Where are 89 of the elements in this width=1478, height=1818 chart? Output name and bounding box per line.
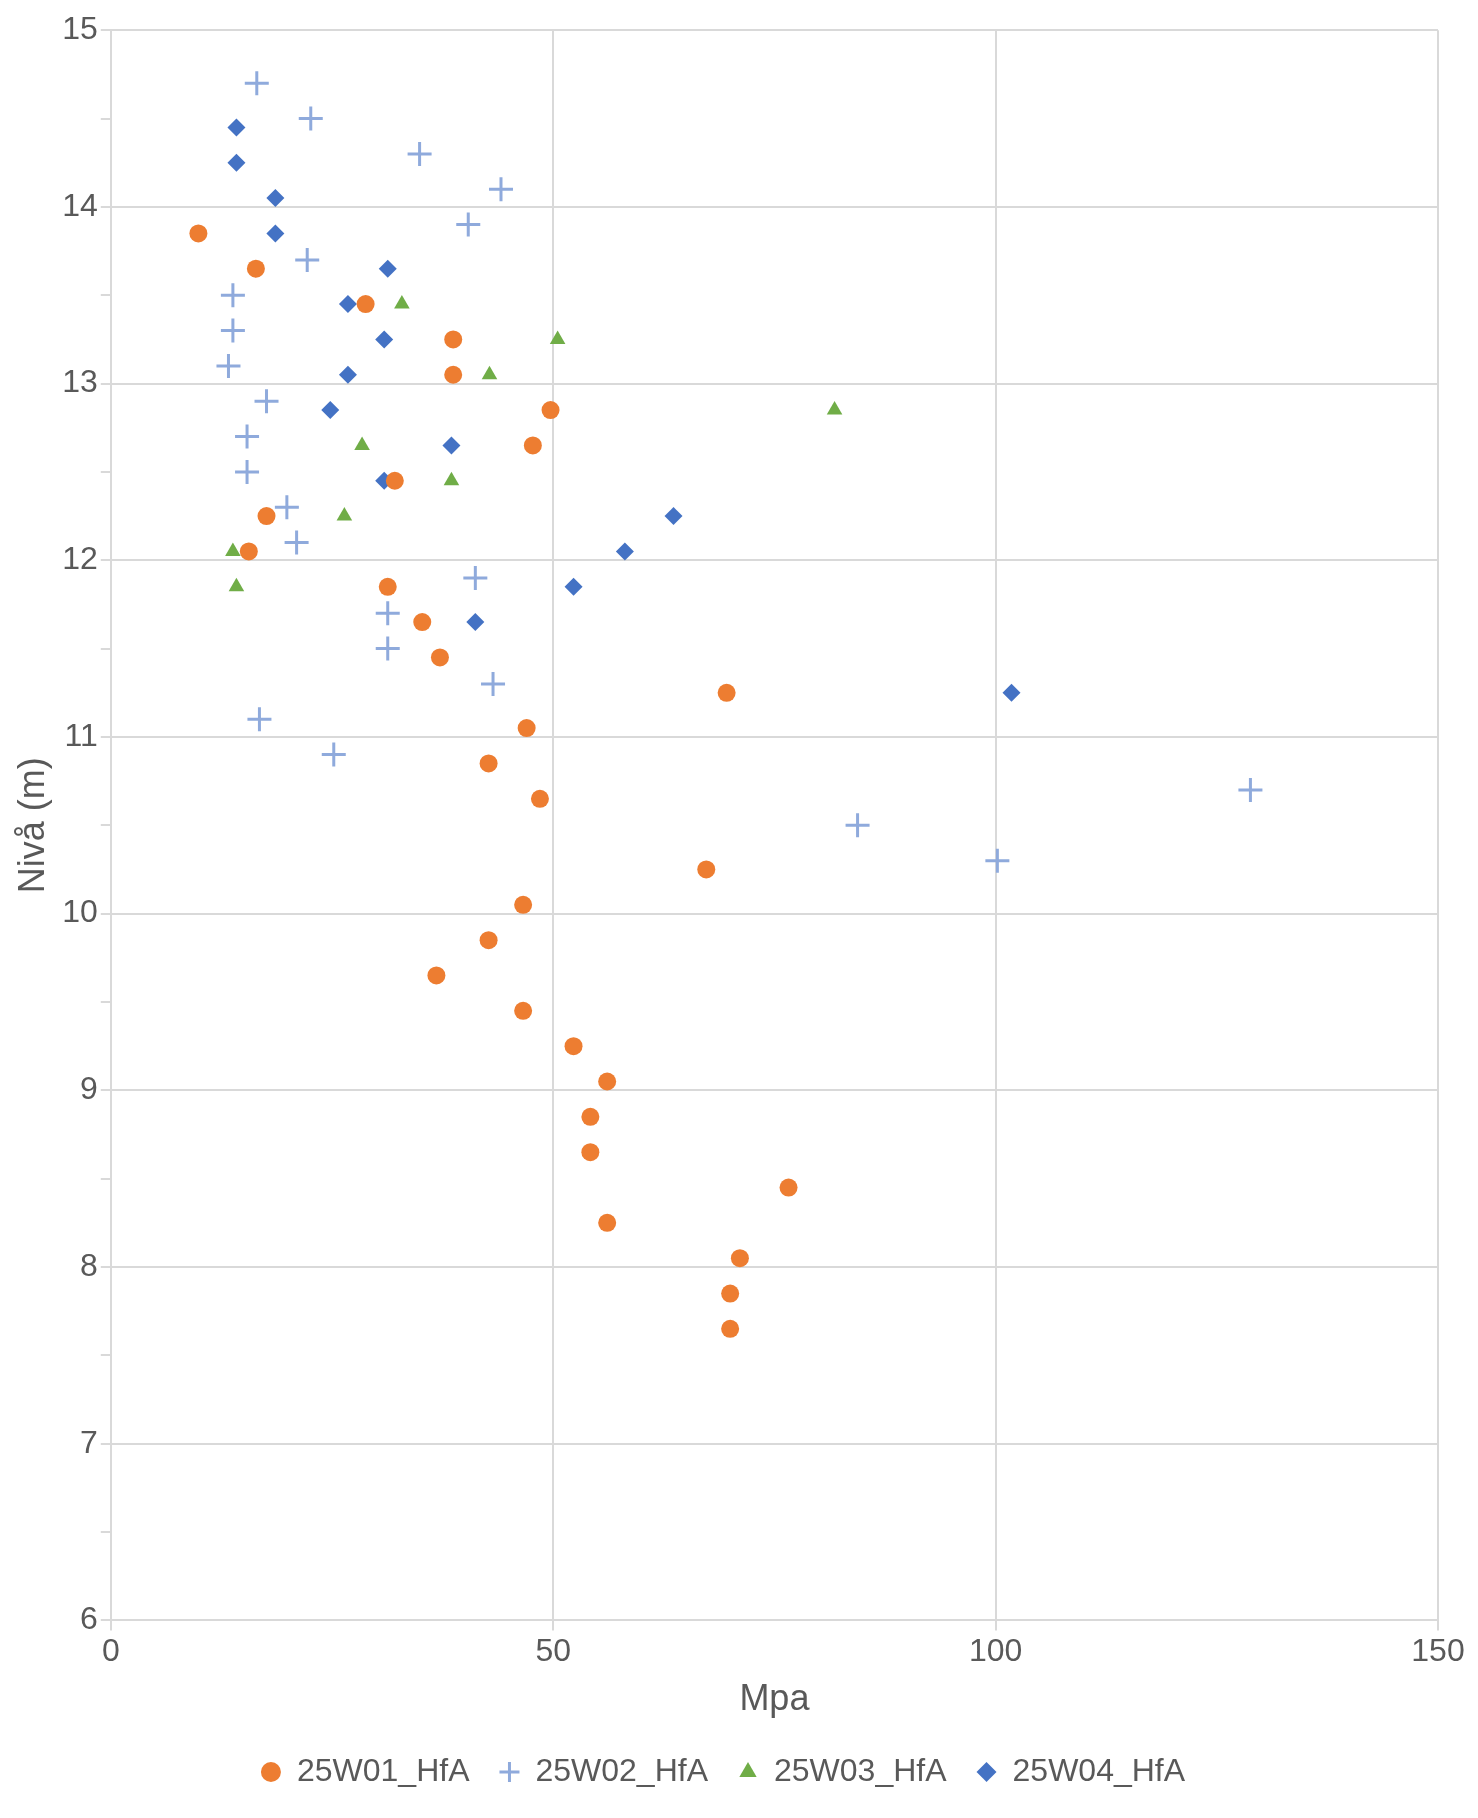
- point: [298, 106, 323, 131]
- point: [530, 789, 549, 808]
- point: [235, 459, 260, 484]
- point: [697, 860, 716, 879]
- point: [615, 542, 634, 561]
- point: [444, 330, 463, 349]
- point: [227, 153, 246, 172]
- point: [378, 259, 397, 278]
- point: [216, 353, 241, 378]
- point: [479, 754, 498, 773]
- x-tick-label: 150: [1411, 1632, 1465, 1669]
- point: [581, 1107, 600, 1126]
- point: [466, 613, 485, 632]
- point: [564, 577, 583, 596]
- point: [266, 224, 285, 243]
- point: [378, 577, 397, 596]
- point: [456, 212, 481, 237]
- y-tick-label: 13: [62, 363, 98, 400]
- point: [338, 295, 357, 314]
- legend-label: 25W02_HfA: [535, 1751, 709, 1788]
- point: [463, 565, 488, 590]
- y-tick-label: 10: [62, 893, 98, 930]
- point: [246, 259, 265, 278]
- point: [541, 401, 560, 420]
- point: [220, 283, 245, 308]
- legend-label: 25W04_HfA: [1012, 1751, 1186, 1788]
- x-axis-title: Mpa: [739, 1677, 811, 1719]
- point: [1238, 777, 1263, 802]
- point: [430, 648, 449, 667]
- legend-label: 25W01_HfA: [296, 1751, 471, 1788]
- point: [985, 848, 1010, 873]
- point: [413, 613, 432, 632]
- point: [564, 1037, 583, 1056]
- x-tick-label: 0: [101, 1632, 120, 1669]
- point: [385, 471, 404, 490]
- point: [664, 507, 683, 526]
- point: [274, 495, 299, 520]
- point: [517, 719, 536, 738]
- point: [227, 118, 246, 137]
- point: [295, 247, 320, 272]
- point: [598, 1213, 617, 1232]
- point: [514, 1001, 533, 1020]
- point: [266, 189, 285, 208]
- point: [220, 318, 245, 343]
- point: [514, 895, 533, 914]
- x-tick-label: 50: [535, 1632, 571, 1669]
- point: [235, 424, 260, 449]
- point: [284, 530, 309, 555]
- point: [407, 141, 432, 166]
- y-tick-label: 8: [80, 1246, 98, 1283]
- point: [375, 636, 400, 661]
- point: [779, 1178, 798, 1197]
- y-tick-label: 9: [80, 1070, 98, 1107]
- point: [721, 1319, 740, 1338]
- y-tick-label: 6: [80, 1600, 98, 1637]
- point: [321, 742, 346, 767]
- point: [254, 389, 279, 414]
- y-tick-label: 12: [62, 540, 98, 577]
- point: [488, 177, 513, 202]
- y-tick-label: 7: [80, 1423, 98, 1460]
- point: [523, 436, 542, 455]
- point: [479, 931, 498, 950]
- y-tick-label: 11: [64, 716, 98, 753]
- point: [481, 671, 506, 696]
- point: [375, 601, 400, 626]
- point: [356, 295, 375, 314]
- y-tick-label: 14: [62, 186, 98, 223]
- point: [717, 683, 736, 702]
- y-tick-label: 15: [62, 10, 98, 47]
- point: [730, 1249, 749, 1268]
- y-axis-title: Nivå (m): [10, 757, 52, 894]
- point: [427, 966, 446, 985]
- point: [444, 365, 463, 384]
- point: [721, 1284, 740, 1303]
- point: [338, 365, 357, 384]
- point: [845, 813, 870, 838]
- point: [244, 71, 269, 96]
- point: [239, 542, 258, 561]
- point: [189, 224, 208, 243]
- point: [247, 707, 272, 732]
- point: [598, 1072, 617, 1091]
- point: [375, 330, 394, 349]
- point: [1002, 683, 1021, 702]
- point: [581, 1143, 600, 1162]
- x-tick-label: 100: [968, 1632, 1023, 1669]
- point: [257, 507, 276, 526]
- point: [442, 436, 461, 455]
- point: [321, 401, 340, 420]
- legend-label: 25W03_HfA: [774, 1751, 948, 1788]
